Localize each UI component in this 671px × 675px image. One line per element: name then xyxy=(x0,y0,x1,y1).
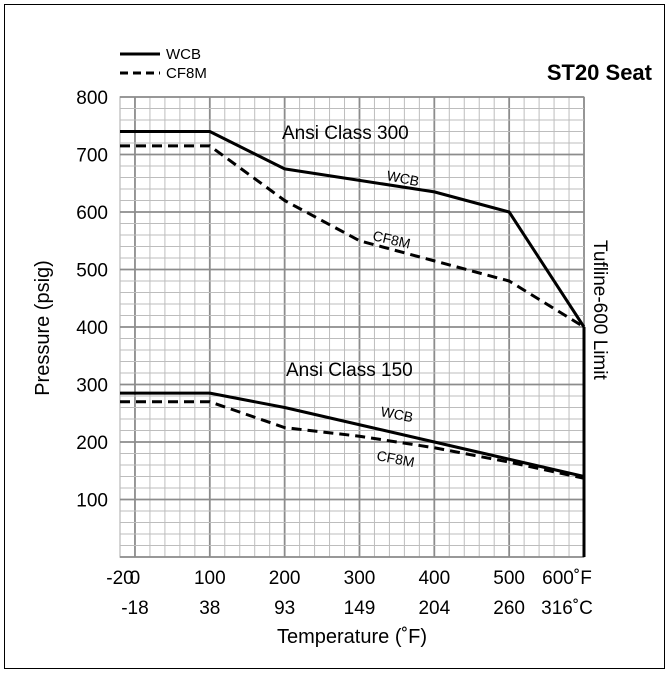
x-tick-label-c: 149 xyxy=(344,598,376,619)
series-line-wcb-300 xyxy=(120,130,586,328)
x-tick-label-f: 100 xyxy=(194,568,226,589)
x-tick-label-c: 93 xyxy=(274,598,295,619)
x-tick-label-f: 0 xyxy=(130,568,141,589)
label-wcb-150: WCB xyxy=(379,403,414,425)
x-tick-labels-fahrenheit: -200 100 200 300 400 500 600˚F xyxy=(106,568,592,589)
y-tick-label: 500 xyxy=(76,261,108,282)
y-axis-title: Pressure (psig) xyxy=(32,260,54,396)
x-axis-title: Temperature (˚F) xyxy=(277,626,427,648)
x-tick-label-f: 500 xyxy=(493,568,525,589)
x-tick-label-c: -18 xyxy=(121,598,148,619)
chart-title: ST20 Seat xyxy=(547,60,653,85)
y-tick-labels: 100 200 300 400 500 600 700 800 xyxy=(76,88,108,512)
x-tick-label-f: 600˚F xyxy=(542,568,592,589)
y-tick-label: 200 xyxy=(76,433,108,454)
annotation-class-300: Ansi Class 300 xyxy=(282,123,409,144)
annotation-class-150: Ansi Class 150 xyxy=(286,360,413,381)
label-cf8m-150: CF8M xyxy=(375,447,415,470)
x-tick-labels-celsius: -18 38 93 149 204 260 316˚C xyxy=(121,598,593,619)
y-tick-label: 400 xyxy=(76,318,108,339)
y-tick-label: 700 xyxy=(76,146,108,167)
x-tick-label-c: 260 xyxy=(493,598,525,619)
y-tick-label: 100 xyxy=(76,491,108,512)
annotation-limit: Tufline-600 Limit xyxy=(589,240,610,380)
series-line-wcb-150 xyxy=(120,391,585,478)
series-line-cf8m-300 xyxy=(120,144,585,329)
x-tick-label-f: 300 xyxy=(344,568,376,589)
x-tick-label-f: 400 xyxy=(418,568,450,589)
series-lines xyxy=(120,130,586,480)
y-tick-label: 800 xyxy=(76,88,108,109)
y-tick-label: 300 xyxy=(76,376,108,397)
legend: WCB CF8M xyxy=(120,46,207,82)
label-wcb-300: WCB xyxy=(385,167,420,189)
series-line-cf8m-150 xyxy=(120,400,585,480)
legend-wcb-label: WCB xyxy=(166,46,201,63)
x-tick-label-c: 316˚C xyxy=(541,598,593,619)
x-tick-label-c: 204 xyxy=(418,598,450,619)
y-tick-label: 600 xyxy=(76,203,108,224)
legend-cf8m-label: CF8M xyxy=(166,65,207,82)
x-tick-label-c: 38 xyxy=(199,598,220,619)
x-tick-label-f: -20 xyxy=(106,568,133,589)
grid xyxy=(119,96,585,558)
chart-frame xyxy=(4,4,665,669)
label-cf8m-300: CF8M xyxy=(371,227,412,251)
x-tick-label-f: 200 xyxy=(269,568,301,589)
